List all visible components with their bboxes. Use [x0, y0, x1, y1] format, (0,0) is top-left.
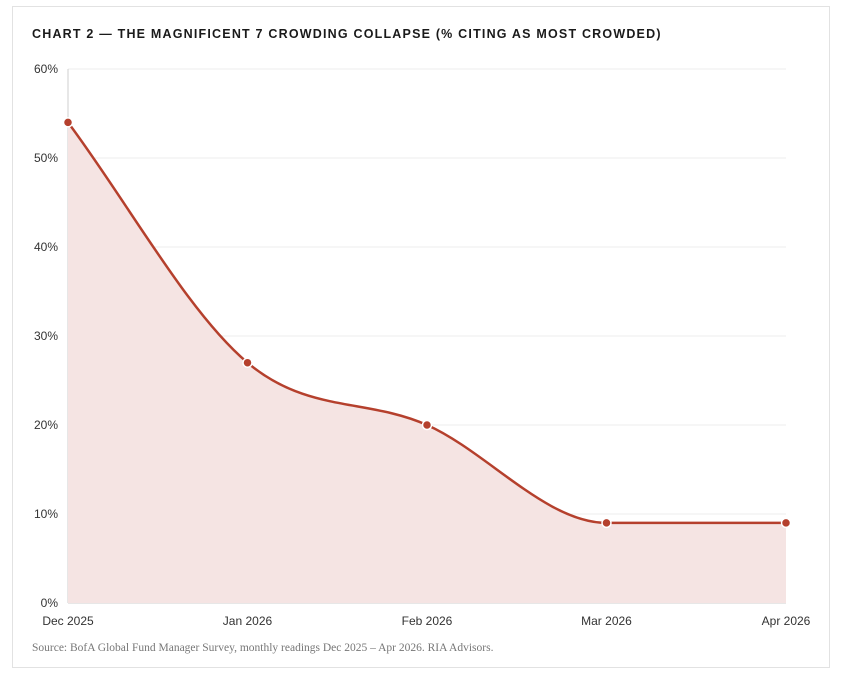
- y-tick-label: 60%: [34, 62, 58, 76]
- series-area: [68, 122, 786, 604]
- x-tick-label: Dec 2025: [42, 614, 94, 628]
- data-point: [780, 517, 792, 529]
- y-tick-label: 20%: [34, 418, 58, 432]
- x-tick-label: Jan 2026: [223, 614, 273, 628]
- chart-title: CHART 2 — THE MAGNIFICENT 7 CROWDING COL…: [32, 27, 662, 41]
- data-point: [242, 357, 253, 368]
- x-tick-label: Feb 2026: [402, 614, 453, 628]
- data-point: [601, 517, 612, 529]
- series-line: [66, 121, 786, 525]
- chart-source: Source: BofA Global Fund Manager Survey,…: [32, 642, 494, 654]
- y-tick-label: 50%: [34, 151, 58, 165]
- y-tick-label: 0%: [41, 596, 59, 610]
- data-point: [421, 419, 433, 431]
- y-tick-label: 40%: [34, 240, 58, 254]
- y-tick-label: 10%: [34, 507, 58, 521]
- x-tick-label: Mar 2026: [581, 614, 632, 628]
- x-tick-label: Apr 2026: [762, 614, 811, 628]
- y-tick-label: 30%: [34, 329, 58, 343]
- data-point: [62, 117, 74, 128]
